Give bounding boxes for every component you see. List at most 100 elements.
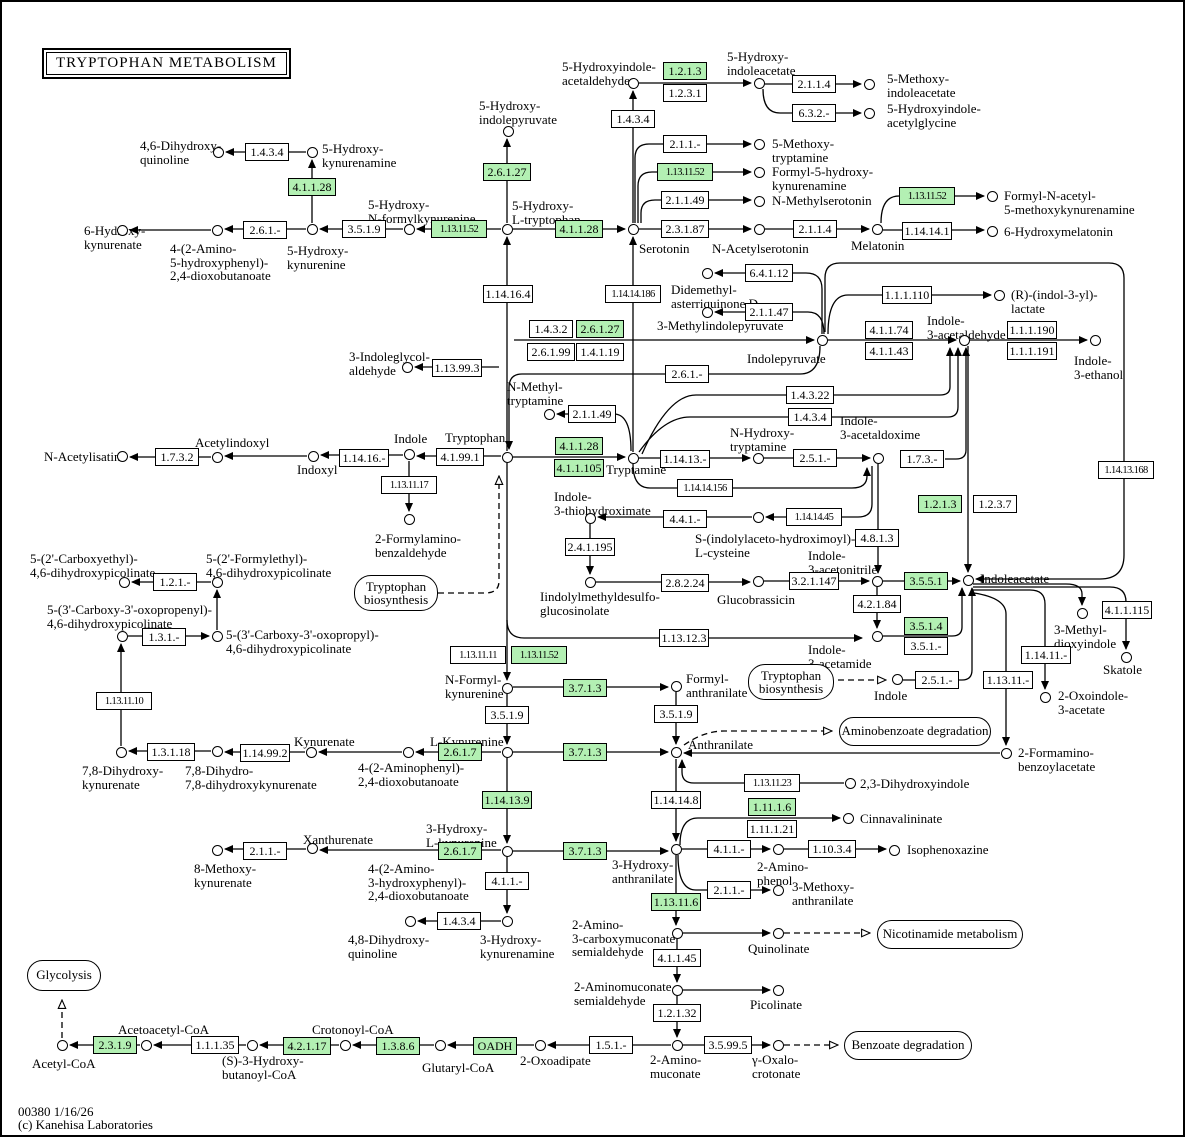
compound-node[interactable] [212,146,224,158]
compound-node[interactable] [56,1039,68,1051]
compound-node[interactable] [671,927,683,939]
compound-node[interactable] [772,1039,784,1051]
enzyme-box[interactable]: 1.14.11.- [1021,646,1071,664]
compound-node[interactable] [816,334,828,346]
enzyme-box[interactable]: 1.5.1.- [589,1036,633,1054]
enzyme-box[interactable]: 1.1.1.191 [1007,342,1057,360]
enzyme-box[interactable]: 4.4.1.- [663,510,707,528]
compound-node[interactable] [753,138,765,150]
compound-node[interactable] [118,576,130,588]
enzyme-box[interactable]: 3.5.1.9 [485,706,529,724]
compound-node[interactable] [888,844,900,856]
compound-node[interactable] [501,223,513,235]
enzyme-box[interactable]: 1.1.1.110 [882,286,932,304]
enzyme-box[interactable]: 2.6.1.99 [527,343,575,361]
enzyme-box[interactable]: 2.6.1.27 [576,320,624,338]
compound-node[interactable] [116,630,128,642]
enzyme-box[interactable]: 4.1.1.105 [554,459,604,477]
compound-node[interactable] [339,1039,351,1051]
enzyme-box[interactable]: 1.14.99.2 [240,744,290,762]
enzyme-box[interactable]: 3.5.1.9 [654,705,698,723]
compound-node[interactable] [305,746,317,758]
compound-node[interactable] [403,448,415,460]
enzyme-box[interactable]: 1.14.14.45 [786,508,842,526]
enzyme-box[interactable]: 1.11.1.21 [747,820,797,838]
compound-node[interactable] [1000,747,1012,759]
enzyme-box[interactable]: 3.7.1.3 [563,842,607,860]
enzyme-box[interactable]: 1.14.13.- [660,450,710,468]
compound-node[interactable] [752,575,764,587]
enzyme-box[interactable]: 3.5.5.1 [904,572,948,590]
enzyme-box[interactable]: 2.5.1.- [793,449,837,467]
compound-node[interactable] [670,746,682,758]
enzyme-box[interactable]: 4.1.1.74 [865,321,913,339]
compound-node[interactable] [671,1039,683,1051]
enzyme-box[interactable]: 2.6.1.- [665,365,709,383]
compound-node[interactable] [772,884,784,896]
compound-node[interactable] [211,224,223,236]
compound-node[interactable] [140,1039,152,1051]
enzyme-box[interactable]: 3.5.1.- [904,637,948,655]
enzyme-box[interactable]: 3.5.99.5 [704,1036,752,1054]
compound-node[interactable] [401,361,413,373]
compound-node[interactable] [872,452,884,464]
compound-node[interactable] [211,451,223,463]
compound-node[interactable] [772,927,784,939]
enzyme-box[interactable]: 1.14.13.168 [1098,461,1154,479]
enzyme-box[interactable]: 4.1.1.115 [1102,601,1152,619]
enzyme-box[interactable]: 1.2.1.32 [653,1004,701,1022]
enzyme-box[interactable]: 2.6.1.- [243,221,287,239]
enzyme-box[interactable]: 1.13.11.52 [899,187,955,205]
enzyme-box[interactable]: 2.1.1.- [707,881,751,899]
compound-node[interactable] [753,223,765,235]
enzyme-box[interactable]: 1.7.3.2 [155,448,199,466]
compound-node[interactable] [993,289,1005,301]
enzyme-box[interactable]: 2.1.1.49 [661,191,709,209]
enzyme-box[interactable]: 4.1.1.- [485,872,529,890]
compound-node[interactable] [584,576,596,588]
enzyme-box[interactable]: 1.13.11.11 [450,646,506,664]
enzyme-box[interactable]: 1.3.1.- [142,628,186,646]
enzyme-box[interactable]: 1.13.11.23 [744,774,800,792]
enzyme-box[interactable]: 1.13.99.3 [432,359,482,377]
compound-node[interactable] [772,984,784,996]
compound-node[interactable] [1076,607,1088,619]
enzyme-box[interactable]: 4.2.1.84 [853,595,901,613]
compound-node[interactable] [863,78,875,90]
compound-node[interactable] [670,680,682,692]
enzyme-box[interactable]: 1.7.3.- [900,450,944,468]
pathway-link[interactable]: Aminobenzoate degradation [839,716,991,746]
enzyme-box[interactable]: 1.14.16.4 [483,285,533,303]
compound-node[interactable] [116,224,128,236]
compound-node[interactable] [627,452,639,464]
compound-node[interactable] [871,630,883,642]
pathway-link[interactable]: Benzoate degradation [844,1030,972,1060]
enzyme-box[interactable]: 3.5.1.4 [904,617,948,635]
enzyme-box[interactable]: 2.3.1.9 [93,1036,137,1054]
enzyme-box[interactable]: 4.1.1.45 [653,949,701,967]
compound-node[interactable] [306,842,318,854]
enzyme-box[interactable]: 1.4.3.22 [786,386,834,404]
enzyme-box[interactable]: 2.5.1.- [915,671,959,689]
enzyme-box[interactable]: 1.13.11.6 [651,893,701,911]
enzyme-box[interactable]: OADH [473,1037,517,1055]
compound-node[interactable] [871,575,883,587]
enzyme-box[interactable]: 1.13.11.- [983,671,1033,689]
pathway-link[interactable]: Nicotinamide metabolism [877,919,1023,949]
compound-node[interactable] [434,1039,446,1051]
enzyme-box[interactable]: 3.7.1.3 [563,679,607,697]
compound-node[interactable] [501,746,513,758]
compound-node[interactable] [671,984,683,996]
compound-node[interactable] [670,843,682,855]
enzyme-box[interactable]: 2.1.1.47 [745,303,793,321]
enzyme-box[interactable]: 1.13.11.52 [657,163,713,181]
enzyme-box[interactable]: 1.4.1.19 [576,343,624,361]
enzyme-box[interactable]: 1.14.14.156 [677,479,733,497]
enzyme-box[interactable]: 4.1.1.43 [865,342,913,360]
enzyme-box[interactable]: 1.2.1.3 [663,62,707,80]
enzyme-box[interactable]: 1.4.3.4 [437,912,481,930]
enzyme-box[interactable]: 4.2.1.17 [283,1037,331,1055]
enzyme-box[interactable]: 2.6.1.7 [438,842,482,860]
compound-node[interactable] [543,408,555,420]
enzyme-box[interactable]: 2.1.1.49 [568,405,616,423]
